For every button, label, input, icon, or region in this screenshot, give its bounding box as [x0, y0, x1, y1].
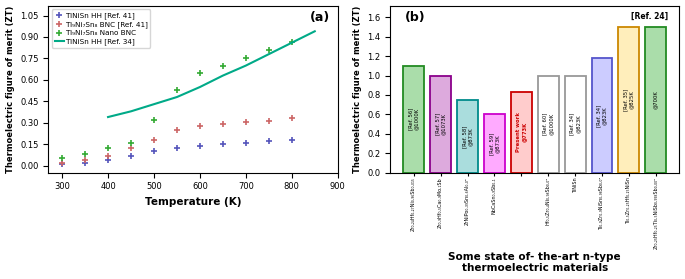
TiNiSn HH [Ref. 34]	[173, 95, 181, 99]
Ti₉Ni₇Sn₈ BNC [Ref. 41]	[81, 158, 89, 162]
Line: Ti₉Ni₇Sn₈ Nano BNC: Ti₉Ni₇Sn₈ Nano BNC	[59, 39, 295, 162]
TiNiSn HH [Ref. 34]	[288, 41, 296, 44]
Ti₉Ni₇Sn₈ BNC [Ref. 41]	[58, 161, 66, 164]
TiNiSn HH [Ref. 41]	[127, 154, 135, 157]
Ti₉Ni₇Sn₈ Nano BNC	[173, 88, 181, 92]
Text: [Ref. 56]
@1000K: [Ref. 56] @1000K	[408, 108, 419, 131]
Text: [Ref. 34]
@823K: [Ref. 34] @823K	[597, 104, 608, 127]
Bar	[430, 76, 451, 173]
TiNiSn HH [Ref. 41]	[264, 140, 273, 143]
TiNiSn HH [Ref. 34]	[104, 115, 112, 119]
TiNiSn HH [Ref. 41]	[173, 147, 181, 150]
Ti₉Ni₇Sn₈ Nano BNC	[81, 153, 89, 156]
TiNiSn HH [Ref. 34]	[127, 110, 135, 113]
TiNiSn HH [Ref. 41]	[242, 141, 250, 145]
Ti₉Ni₇Sn₈ BNC [Ref. 41]	[127, 147, 135, 150]
TiNiSn HH [Ref. 41]	[219, 143, 227, 146]
Ti₉Ni₇Sn₈ BNC [Ref. 41]	[219, 122, 227, 126]
Ti₉Ni₇Sn₈ BNC [Ref. 41]	[242, 120, 250, 124]
X-axis label: Temperature (K): Temperature (K)	[145, 197, 241, 207]
Bar	[564, 76, 586, 173]
TiNiSn HH [Ref. 34]	[310, 30, 319, 33]
Ti₉Ni₇Sn₈ BNC [Ref. 41]	[288, 117, 296, 120]
Text: [Ref. 58]
@873K: [Ref. 58] @873K	[462, 125, 473, 148]
Ti₉Ni₇Sn₈ Nano BNC	[104, 147, 112, 150]
TiNiSn HH [Ref. 34]	[196, 85, 204, 89]
Bar	[619, 27, 639, 173]
TiNiSn HH [Ref. 34]	[264, 52, 273, 56]
Bar	[457, 100, 478, 173]
Text: [Ref. 59]
@873K: [Ref. 59] @873K	[489, 133, 500, 155]
Text: [Ref. 24]: [Ref. 24]	[631, 12, 668, 21]
Text: [Ref. 60]
@1000K: [Ref. 60] @1000K	[543, 113, 553, 135]
Line: TiNiSn HH [Ref. 34]: TiNiSn HH [Ref. 34]	[108, 31, 314, 117]
Text: [Ref. 35]
@825K: [Ref. 35] @825K	[623, 89, 634, 111]
Ti₉Ni₇Sn₈ Nano BNC	[58, 157, 66, 160]
Bar	[645, 27, 667, 173]
X-axis label: Some state of- the-art n-type
thermoelectric materials: Some state of- the-art n-type thermoelec…	[449, 252, 621, 273]
TiNiSn HH [Ref. 34]	[219, 74, 227, 77]
Text: [Ref. 34]
@823K: [Ref. 34] @823K	[570, 113, 580, 135]
Bar	[511, 92, 532, 173]
TiNiSn HH [Ref. 41]	[104, 158, 112, 162]
TiNiSn HH [Ref. 41]	[288, 138, 296, 141]
Ti₉Ni₇Sn₈ BNC [Ref. 41]	[196, 124, 204, 127]
Ti₉Ni₇Sn₈ Nano BNC	[150, 118, 158, 122]
Bar	[403, 66, 424, 173]
TiNiSn HH [Ref. 34]	[242, 64, 250, 67]
Text: @700K: @700K	[653, 90, 658, 109]
TiNiSn HH [Ref. 34]	[150, 102, 158, 106]
Bar	[538, 76, 559, 173]
Ti₉Ni₇Sn₈ Nano BNC	[219, 65, 227, 68]
Ti₉Ni₇Sn₈ BNC [Ref. 41]	[150, 138, 158, 141]
Line: Ti₉Ni₇Sn₈ BNC [Ref. 41]: Ti₉Ni₇Sn₈ BNC [Ref. 41]	[59, 115, 295, 166]
TiNiSn HH [Ref. 41]	[150, 150, 158, 153]
Ti₉Ni₇Sn₈ Nano BNC	[288, 40, 296, 44]
TiNiSn HH [Ref. 41]	[81, 161, 89, 164]
Ti₉Ni₇Sn₈ BNC [Ref. 41]	[173, 128, 181, 132]
Y-axis label: Thermoelectric figure of merit (ZT): Thermoelectric figure of merit (ZT)	[5, 6, 14, 173]
Ti₉Ni₇Sn₈ Nano BNC	[127, 142, 135, 145]
Bar	[484, 114, 505, 173]
Ti₉Ni₇Sn₈ BNC [Ref. 41]	[264, 119, 273, 122]
Line: TiNiSn HH [Ref. 41]: TiNiSn HH [Ref. 41]	[59, 136, 295, 168]
Legend: TiNiSn HH [Ref. 41], Ti₉Ni₇Sn₈ BNC [Ref. 41], Ti₉Ni₇Sn₈ Nano BNC, TiNiSn HH [Ref: TiNiSn HH [Ref. 41], Ti₉Ni₇Sn₈ BNC [Ref.…	[52, 9, 151, 48]
Y-axis label: Thermoelectric figure of merit (ZT): Thermoelectric figure of merit (ZT)	[353, 6, 362, 173]
Ti₉Ni₇Sn₈ Nano BNC	[264, 48, 273, 52]
Ti₉Ni₇Sn₈ Nano BNC	[196, 72, 204, 75]
Text: [Ref. 57]
@1073K: [Ref. 57] @1073K	[435, 113, 446, 135]
Text: (b): (b)	[405, 11, 425, 23]
Text: Present work
@773K: Present work @773K	[516, 112, 527, 152]
Ti₉Ni₇Sn₈ Nano BNC	[242, 56, 250, 59]
TiNiSn HH [Ref. 41]	[196, 145, 204, 148]
Bar	[592, 58, 612, 173]
TiNiSn HH [Ref. 41]	[58, 163, 66, 166]
Ti₉Ni₇Sn₈ BNC [Ref. 41]	[104, 154, 112, 157]
Text: (a): (a)	[310, 11, 330, 23]
